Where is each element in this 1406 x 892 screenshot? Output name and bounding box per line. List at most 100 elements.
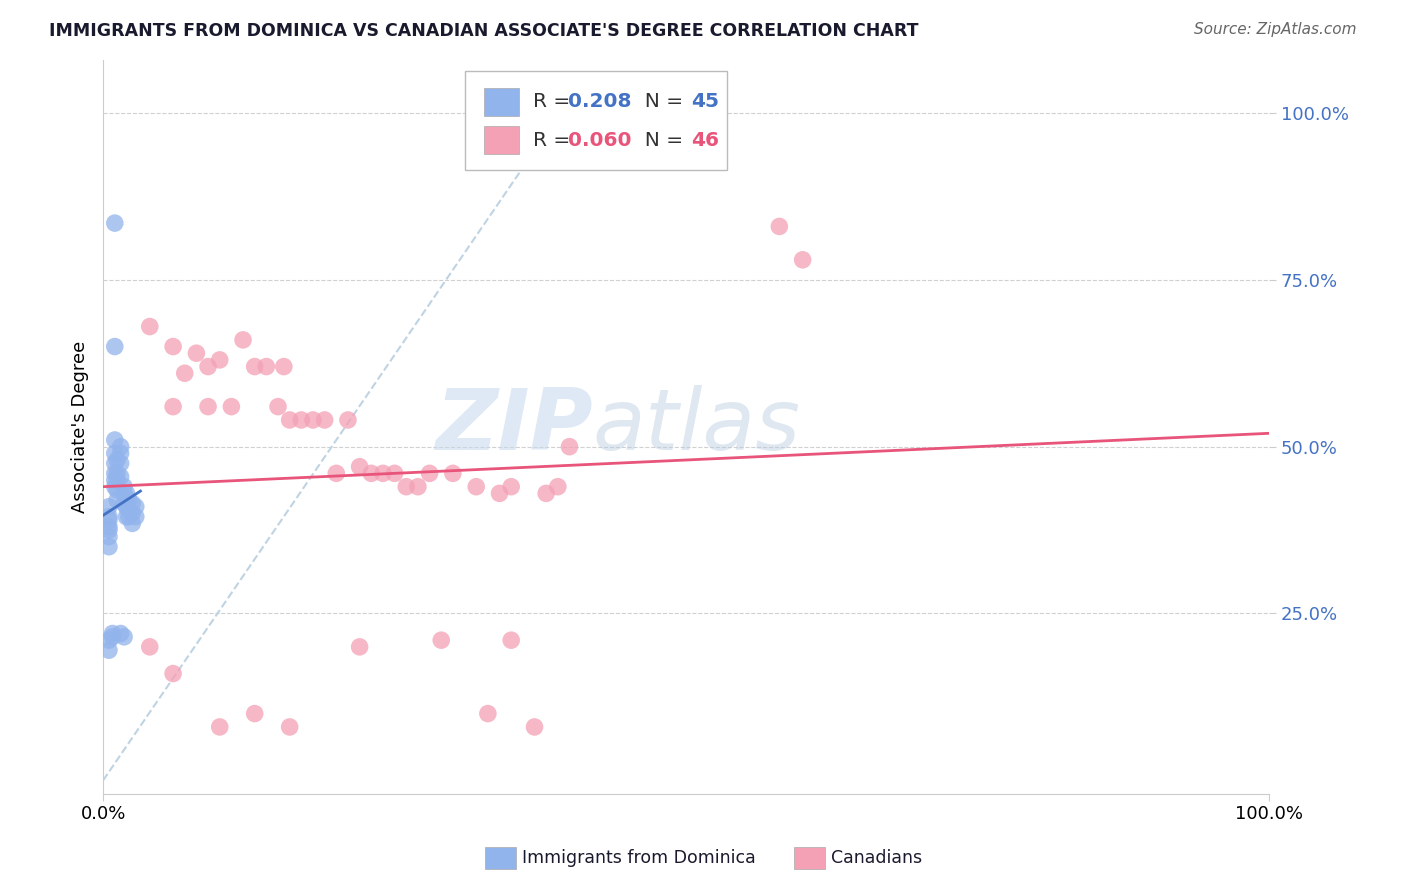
Point bbox=[97, 643, 120, 657]
Text: ZIP: ZIP bbox=[436, 385, 593, 468]
Point bbox=[441, 467, 464, 481]
Point bbox=[406, 480, 429, 494]
Point bbox=[221, 400, 243, 414]
Point bbox=[336, 413, 359, 427]
Point bbox=[125, 500, 148, 514]
Point bbox=[101, 630, 124, 644]
Point bbox=[104, 467, 127, 481]
Point bbox=[278, 413, 301, 427]
Point bbox=[139, 640, 162, 654]
Point bbox=[105, 473, 128, 487]
Point bbox=[110, 440, 132, 454]
Point bbox=[792, 252, 814, 267]
Point bbox=[419, 467, 441, 481]
Point bbox=[104, 216, 127, 230]
Point bbox=[105, 493, 128, 508]
Point bbox=[384, 467, 406, 481]
Point bbox=[115, 509, 138, 524]
Point bbox=[110, 446, 132, 460]
Y-axis label: Associate's Degree: Associate's Degree bbox=[72, 341, 89, 513]
Point bbox=[112, 630, 135, 644]
Point bbox=[197, 359, 219, 374]
Point bbox=[349, 640, 371, 654]
Point bbox=[243, 359, 266, 374]
Point bbox=[501, 480, 523, 494]
Text: R =: R = bbox=[533, 131, 576, 150]
Point bbox=[465, 480, 488, 494]
Point bbox=[105, 483, 128, 497]
Point bbox=[110, 469, 132, 483]
Point bbox=[97, 500, 120, 514]
Point bbox=[97, 520, 120, 534]
Point bbox=[360, 467, 382, 481]
Point bbox=[173, 366, 195, 380]
Point bbox=[325, 467, 347, 481]
Text: N =: N = bbox=[633, 131, 690, 150]
Point bbox=[104, 446, 127, 460]
Point bbox=[105, 453, 128, 467]
Point bbox=[112, 496, 135, 510]
Point bbox=[104, 340, 127, 354]
Text: Immigrants from Dominica: Immigrants from Dominica bbox=[522, 849, 755, 867]
Point bbox=[110, 456, 132, 470]
Point bbox=[290, 413, 312, 427]
Point bbox=[243, 706, 266, 721]
Point bbox=[395, 480, 418, 494]
Point bbox=[118, 493, 141, 508]
Point bbox=[197, 400, 219, 414]
Point bbox=[314, 413, 336, 427]
Point bbox=[254, 359, 277, 374]
Point bbox=[121, 516, 143, 531]
Point bbox=[104, 433, 127, 447]
Point bbox=[186, 346, 208, 360]
Point bbox=[208, 352, 231, 367]
Point bbox=[430, 633, 453, 648]
Point bbox=[162, 340, 184, 354]
Point bbox=[97, 513, 120, 527]
Text: Canadians: Canadians bbox=[831, 849, 922, 867]
Point bbox=[101, 626, 124, 640]
Text: 46: 46 bbox=[690, 131, 718, 150]
Text: Source: ZipAtlas.com: Source: ZipAtlas.com bbox=[1194, 22, 1357, 37]
Point bbox=[105, 467, 128, 481]
FancyBboxPatch shape bbox=[485, 127, 519, 154]
Point bbox=[523, 720, 546, 734]
Point bbox=[501, 633, 523, 648]
Point bbox=[104, 473, 127, 487]
Point bbox=[118, 509, 141, 524]
Point bbox=[112, 480, 135, 494]
FancyBboxPatch shape bbox=[485, 87, 519, 116]
Point bbox=[115, 493, 138, 508]
Text: 0.208: 0.208 bbox=[568, 92, 631, 112]
Point bbox=[118, 503, 141, 517]
Text: atlas: atlas bbox=[593, 385, 801, 468]
Point bbox=[97, 523, 120, 537]
Point bbox=[121, 496, 143, 510]
Text: 0.060: 0.060 bbox=[568, 131, 631, 150]
Point bbox=[208, 720, 231, 734]
Text: IMMIGRANTS FROM DOMINICA VS CANADIAN ASSOCIATE'S DEGREE CORRELATION CHART: IMMIGRANTS FROM DOMINICA VS CANADIAN ASS… bbox=[49, 22, 918, 40]
Point bbox=[232, 333, 254, 347]
Point bbox=[97, 509, 120, 524]
Point bbox=[125, 509, 148, 524]
Point bbox=[534, 486, 557, 500]
Point bbox=[97, 633, 120, 648]
Point bbox=[349, 459, 371, 474]
Point bbox=[273, 359, 295, 374]
FancyBboxPatch shape bbox=[464, 70, 727, 169]
Text: R =: R = bbox=[533, 92, 576, 112]
Point bbox=[558, 440, 581, 454]
Point bbox=[267, 400, 290, 414]
Text: N =: N = bbox=[633, 92, 690, 112]
Point bbox=[97, 530, 120, 544]
Point bbox=[115, 486, 138, 500]
Point bbox=[547, 480, 569, 494]
Point bbox=[162, 666, 184, 681]
Point bbox=[371, 467, 394, 481]
Point bbox=[477, 706, 499, 721]
Point bbox=[112, 486, 135, 500]
Text: 45: 45 bbox=[690, 92, 718, 112]
Point bbox=[104, 456, 127, 470]
Point bbox=[104, 480, 127, 494]
Point bbox=[278, 720, 301, 734]
